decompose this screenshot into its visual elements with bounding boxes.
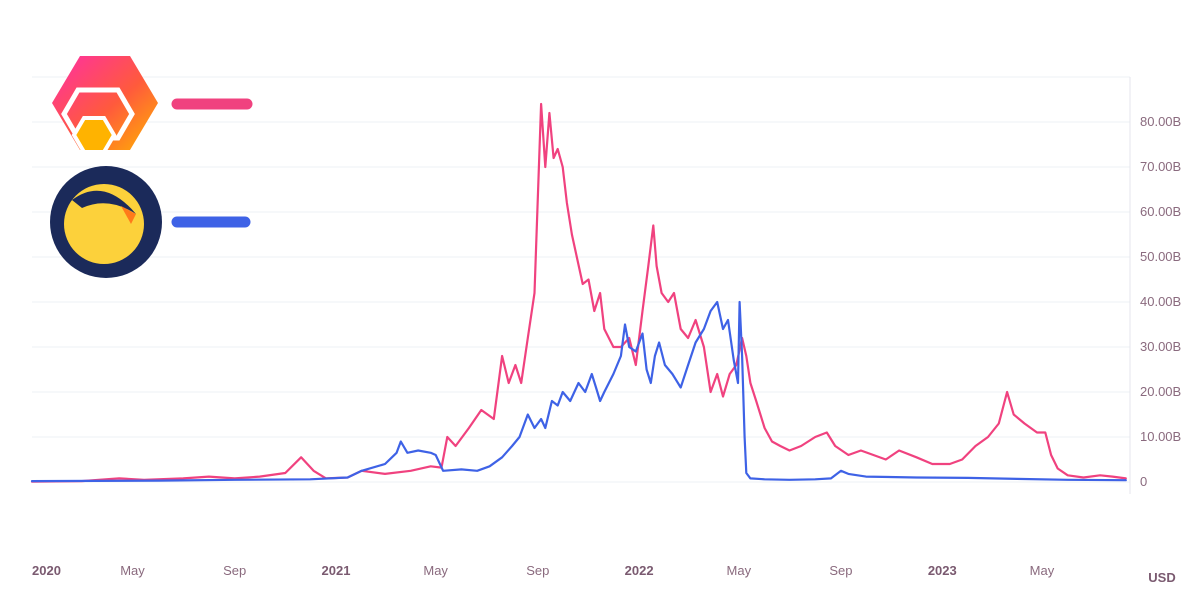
y-tick-label: 0	[1140, 474, 1147, 489]
hex-series-line	[30, 102, 1127, 483]
luna-series-line	[30, 300, 1127, 483]
y-tick-label: 50.00B	[1140, 249, 1181, 264]
y-tick-label: 20.00B	[1140, 384, 1181, 399]
x-axis-ticks: 2020 May Sep 2021 May Sep 2022 May Sep 2023 May	[32, 563, 1055, 578]
x-tick-label: May	[727, 563, 752, 578]
y-tick-label: 40.00B	[1140, 294, 1181, 309]
hex-logo-icon	[52, 56, 158, 154]
x-tick-label: 2021	[322, 563, 351, 578]
x-tick-label: May	[423, 563, 448, 578]
y-tick-label: 30.00B	[1140, 339, 1181, 354]
y-tick-label: 70.00B	[1140, 159, 1181, 174]
y-axis-ticks: 0 10.00B 20.00B 30.00B 40.00B 50.00B 60.00B 70.…	[1140, 114, 1181, 489]
gridlines	[32, 76, 1131, 494]
x-tick-label: 2022	[625, 563, 654, 578]
x-tick-label: May	[120, 563, 145, 578]
terra-luna-logo-icon	[50, 166, 162, 278]
x-tick-label: Sep	[223, 563, 246, 578]
x-tick-label: 2023	[928, 563, 957, 578]
currency-unit-label: USD	[1148, 570, 1175, 585]
legend-entry-luna	[50, 166, 251, 278]
x-tick-label: Sep	[829, 563, 852, 578]
y-tick-label: 60.00B	[1140, 204, 1181, 219]
series-lines	[30, 102, 1127, 483]
y-tick-label: 80.00B	[1140, 114, 1181, 129]
x-tick-label: 2020	[32, 563, 61, 578]
x-tick-label: May	[1030, 563, 1055, 578]
y-tick-label: 10.00B	[1140, 429, 1181, 444]
legend-entry-hex	[52, 56, 253, 154]
x-tick-label: Sep	[526, 563, 549, 578]
